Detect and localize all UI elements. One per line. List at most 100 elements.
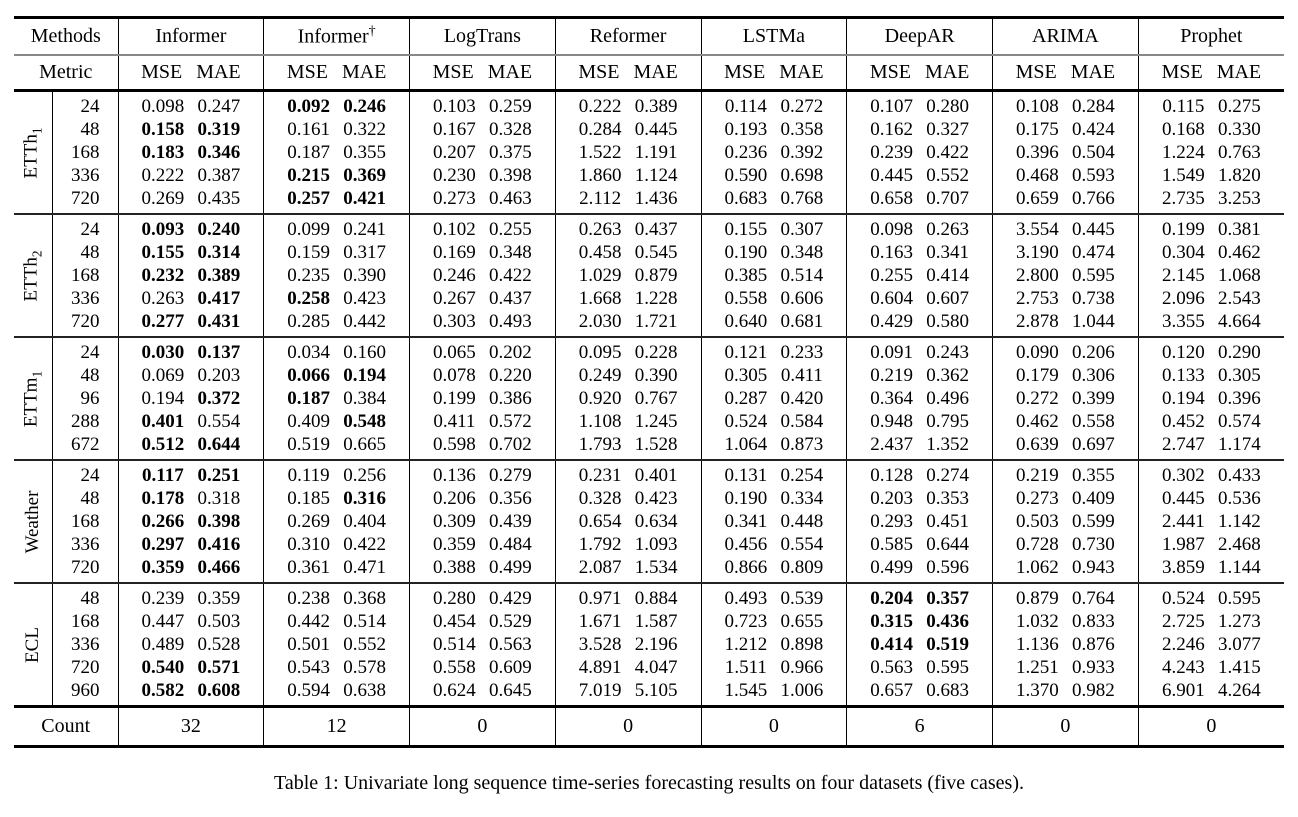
mae-value: 0.368 [343, 587, 386, 609]
result-cell: 0.558 0.609 [409, 656, 556, 679]
mse-value: 1.549 [1162, 164, 1205, 186]
dataset-label-weather: Weather [14, 459, 52, 583]
mse-value: 3.859 [1162, 556, 1205, 578]
mse-value: 0.305 [724, 364, 768, 386]
mse-value: 0.078 [433, 364, 476, 386]
result-cell: 0.246 0.422 [409, 264, 556, 287]
result-cell: 0.445 0.536 [1137, 487, 1284, 510]
mse-value: 0.121 [724, 341, 768, 363]
mse-value: 0.199 [433, 387, 476, 409]
mae-value: 0.194 [343, 364, 386, 386]
method-header-informer: Informer [117, 17, 264, 56]
mae-value: 0.305 [1218, 364, 1261, 386]
mse-value: 0.540 [141, 656, 185, 678]
horizon-label: 168 [51, 510, 118, 533]
mse-value: 0.098 [141, 95, 185, 117]
mse-value: 2.112 [579, 187, 622, 209]
mae-value: 4.264 [1218, 679, 1261, 701]
mse-value: 0.971 [578, 587, 622, 609]
dataset-label-etth1: ETTh1 [14, 91, 52, 215]
metric-pair-header: MSE MAE [117, 55, 264, 92]
result-cell: 0.654 0.634 [554, 510, 701, 533]
result-cell: 0.401 0.554 [117, 410, 264, 433]
result-cell: 7.019 5.105 [554, 679, 701, 707]
mse-value: 0.194 [141, 387, 185, 409]
table-row: 48 0.069 0.203 0.066 0.194 0.078 0.220 0.249 0.3… [14, 364, 1284, 387]
mse-value: 0.582 [141, 679, 185, 701]
mae-value: 0.284 [1072, 95, 1115, 117]
result-cell: 0.066 0.194 [263, 364, 410, 387]
mae-value: 0.876 [1072, 633, 1115, 655]
mse-value: 0.162 [870, 118, 913, 140]
mae-value: 0.422 [489, 264, 532, 286]
mse-value: 0.230 [433, 164, 476, 186]
mse-value: 0.654 [578, 510, 622, 532]
mse-value: 0.091 [870, 341, 913, 363]
mae-value: 0.833 [1072, 610, 1115, 632]
result-cell: 2.441 1.142 [1137, 510, 1284, 533]
mae-value: 2.468 [1218, 533, 1261, 555]
mse-value: 0.280 [433, 587, 476, 609]
mse-value: 0.414 [870, 633, 913, 655]
result-cell: 0.558 0.606 [700, 287, 847, 310]
mae-value: 0.884 [634, 587, 678, 609]
result-cell: 0.462 0.558 [992, 410, 1139, 433]
result-cell: 0.161 0.322 [263, 118, 410, 141]
metric-pair-header: MSE MAE [263, 55, 410, 92]
metric-name: MAE [633, 61, 678, 83]
mse-value: 0.277 [141, 310, 185, 332]
result-cell: 0.409 0.548 [263, 410, 410, 433]
result-cell: 1.212 0.898 [700, 633, 847, 656]
result-cell: 1.062 0.943 [992, 556, 1139, 583]
table-row: 720 0.540 0.571 0.543 0.578 0.558 0.609 4.891 4.… [14, 656, 1284, 679]
mae-value: 1.093 [634, 533, 678, 555]
result-cell: 3.528 2.196 [554, 633, 701, 656]
mse-value: 0.168 [1162, 118, 1205, 140]
mae-value: 0.327 [926, 118, 969, 140]
mse-value: 1.668 [578, 287, 622, 309]
mse-value: 3.554 [1016, 218, 1059, 240]
mse-value: 1.860 [578, 164, 622, 186]
result-cell: 0.119 0.256 [263, 459, 410, 487]
mae-value: 0.552 [926, 164, 969, 186]
result-cell: 0.429 0.580 [846, 310, 993, 337]
mae-value: 0.484 [489, 533, 532, 555]
result-cell: 0.190 0.348 [700, 241, 847, 264]
mae-value: 0.387 [197, 164, 241, 186]
mae-value: 0.251 [197, 464, 241, 486]
mae-value: 0.411 [780, 364, 823, 386]
result-cell: 1.032 0.833 [992, 610, 1139, 633]
mae-value: 1.124 [634, 164, 678, 186]
mae-value: 0.439 [489, 510, 532, 532]
mae-value: 0.638 [343, 679, 386, 701]
result-cell: 0.194 0.396 [1137, 387, 1284, 410]
mse-value: 0.222 [141, 164, 185, 186]
mae-value: 0.358 [780, 118, 824, 140]
mae-value: 1.144 [1218, 556, 1261, 578]
result-cell: 0.866 0.809 [700, 556, 847, 583]
result-cell: 0.728 0.730 [992, 533, 1139, 556]
metric-name: MAE [779, 61, 824, 83]
table-row: 336 0.222 0.387 0.215 0.369 0.230 0.398 1.860 1.… [14, 164, 1284, 187]
mae-value: 0.599 [1072, 510, 1115, 532]
mse-value: 0.185 [287, 487, 330, 509]
mae-value: 0.416 [197, 533, 241, 555]
mae-value: 0.514 [780, 264, 824, 286]
mse-value: 0.263 [141, 287, 185, 309]
result-cell: 3.355 4.664 [1137, 310, 1284, 337]
result-cell: 0.310 0.422 [263, 533, 410, 556]
mse-value: 0.222 [578, 95, 622, 117]
result-cell: 0.222 0.389 [554, 90, 701, 118]
result-cell: 0.594 0.638 [263, 679, 410, 707]
mse-value: 0.102 [433, 218, 476, 240]
mse-value: 2.145 [1162, 264, 1205, 286]
mse-value: 0.120 [1162, 341, 1205, 363]
result-cell: 0.178 0.318 [117, 487, 264, 510]
result-cell: 0.238 0.368 [263, 582, 410, 610]
mse-value: 1.224 [1162, 141, 1205, 163]
metric-name: MSE [141, 61, 183, 83]
mse-value: 0.723 [724, 610, 768, 632]
metric-name: MSE [286, 61, 328, 83]
mae-value: 0.384 [343, 387, 386, 409]
